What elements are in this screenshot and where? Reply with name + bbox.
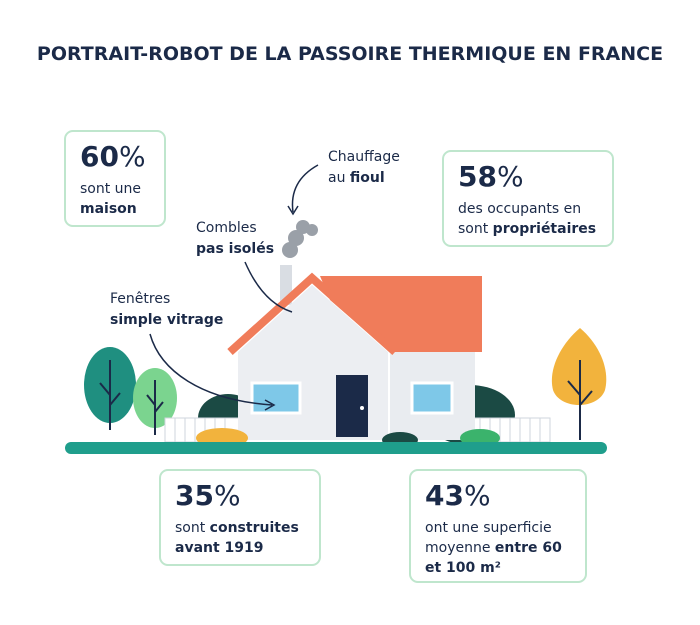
bold-text: simple vitrage [110, 312, 223, 328]
stat-box [159, 469, 321, 566]
stat-unit: % [464, 479, 491, 512]
stat-value: 58% [458, 160, 524, 193]
bold-text: fioul [350, 170, 385, 186]
stat-value: 35% [175, 479, 241, 512]
text-line: Chauffage [328, 149, 400, 165]
text: au [328, 170, 350, 186]
stat-box [64, 130, 166, 227]
text: Fenêtres [110, 291, 170, 307]
stat-unit: % [214, 479, 241, 512]
bold-text: et 100 m² [425, 560, 501, 576]
stat-unit: % [119, 140, 146, 173]
text-line: maison [80, 201, 137, 217]
stat-unit: % [497, 160, 524, 193]
text-line: Fenêtres [110, 291, 170, 307]
stat-box [409, 469, 587, 583]
text-line: avant 1919 [175, 540, 264, 556]
bold-text: maison [80, 201, 137, 217]
stat-number: 60 [80, 140, 119, 173]
stat-value: 43% [425, 479, 491, 512]
text-line: au fioul [328, 170, 385, 186]
text-line: et 100 m² [425, 560, 501, 576]
text-line: sont propriétaires [458, 221, 596, 237]
text-line: simple vitrage [110, 312, 223, 328]
illustration [65, 164, 607, 454]
stat-box [442, 150, 614, 247]
text-line: sont une [80, 181, 141, 197]
text: des occupants en [458, 201, 581, 217]
text: moyenne [425, 540, 495, 556]
bold-text: pas isolés [196, 241, 274, 257]
text-line: pas isolés [196, 241, 274, 257]
text: sont [175, 520, 210, 536]
text: Chauffage [328, 149, 400, 165]
text-line: moyenne entre 60 [425, 540, 562, 556]
text: Combles [196, 220, 257, 236]
stat-number: 58 [458, 160, 497, 193]
stat-number: 35 [175, 479, 214, 512]
text: sont [458, 221, 493, 237]
text-line: ont une superficie [425, 520, 552, 536]
text-line: Combles [196, 220, 257, 236]
stat-value: 60% [80, 140, 146, 173]
title: PORTRAIT-ROBOT DE LA PASSOIRE THERMIQUE … [37, 43, 663, 65]
bold-text: propriétaires [493, 221, 596, 237]
bold-text: avant 1919 [175, 540, 264, 556]
stat-number: 43 [425, 479, 464, 512]
bold-text: entre 60 [495, 540, 562, 556]
text-line: sont construites [175, 520, 299, 536]
text-line: des occupants en [458, 201, 581, 217]
bold-text: construites [210, 520, 299, 536]
text: sont une [80, 181, 141, 197]
text: ont une superficie [425, 520, 552, 536]
